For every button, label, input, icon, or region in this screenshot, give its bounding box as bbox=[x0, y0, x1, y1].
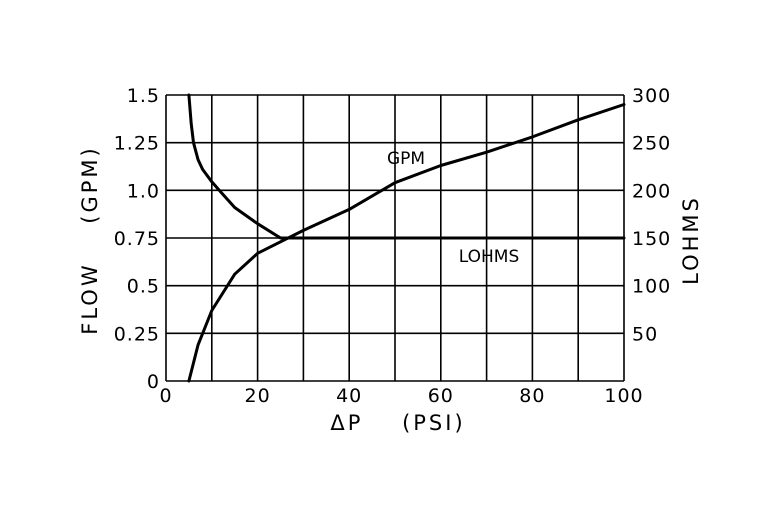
series-line-lohms bbox=[187, 93, 626, 240]
y-right-tick-label: 50 bbox=[632, 323, 658, 345]
x-tick-label: 100 bbox=[604, 385, 643, 407]
y-right-tick-label: 150 bbox=[632, 228, 671, 250]
x-axis-title: ΔP (PSI) bbox=[330, 411, 465, 435]
series-line-gpm bbox=[187, 103, 626, 383]
x-tick-label: 40 bbox=[336, 385, 362, 407]
chart-tick-labels: 0 20 40 60 80 100 0 0.25 0.5 0.75 1.0 1.25 1.5 50 100 1… bbox=[114, 85, 671, 407]
y-left-tick-label: 0.25 bbox=[114, 323, 160, 345]
y-left-tick-label: 0.5 bbox=[127, 276, 160, 298]
y-axis-title-right: LOHMS bbox=[679, 195, 703, 285]
y-right-tick-label: 300 bbox=[632, 85, 671, 107]
y-left-tick-label: 1.0 bbox=[127, 180, 160, 202]
y-right-tick-label: 200 bbox=[632, 180, 671, 202]
chart-curves bbox=[187, 93, 626, 383]
series-label-gpm: GPM bbox=[387, 149, 425, 169]
y-right-tick-label: 100 bbox=[632, 276, 671, 298]
x-tick-label: 60 bbox=[428, 385, 454, 407]
y-left-tick-label: 0 bbox=[147, 371, 160, 393]
x-tick-label: 20 bbox=[245, 385, 271, 407]
x-tick-label: 80 bbox=[519, 385, 545, 407]
y-axis-title-left: FLOW (GPM) bbox=[78, 145, 102, 334]
y-left-tick-label: 1.25 bbox=[114, 133, 160, 155]
chart-grid bbox=[165, 94, 625, 382]
y-left-tick-label: 0.75 bbox=[114, 228, 160, 250]
series-label-lohms: LOHMS bbox=[459, 247, 520, 267]
y-right-tick-label: 250 bbox=[632, 133, 671, 155]
y-left-tick-label: 1.5 bbox=[127, 85, 160, 107]
x-tick-label: 0 bbox=[159, 385, 172, 407]
